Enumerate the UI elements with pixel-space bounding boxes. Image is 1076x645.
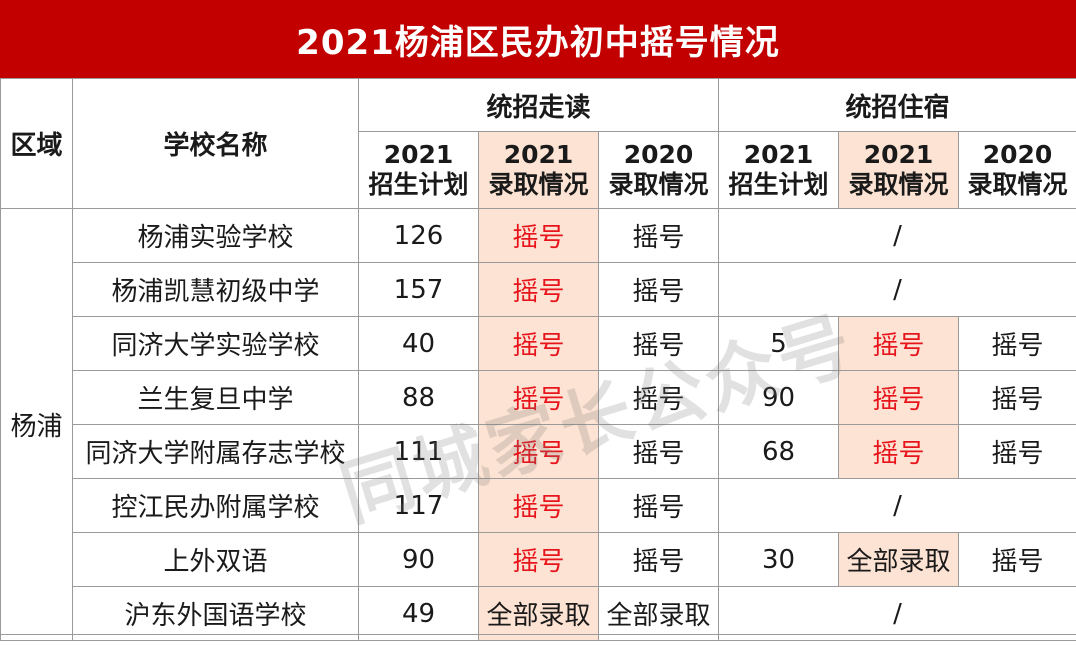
- day-plan: 157: [359, 263, 479, 317]
- board-2020-result: 摇号: [959, 533, 1076, 587]
- board-plan: 68: [719, 425, 839, 479]
- header-label: 招生计划: [719, 170, 838, 200]
- header-group-board: 统招住宿: [719, 79, 1076, 132]
- day-2021-result: 摇号: [479, 371, 599, 425]
- table-row: 杨浦凯慧初级中学 157 摇号 摇号 /: [1, 263, 1076, 317]
- header-label: 录取情况: [599, 170, 718, 200]
- header-year: 2021: [479, 140, 598, 170]
- header-region: 区域: [1, 79, 73, 209]
- day-2020-result: 摇号: [599, 263, 719, 317]
- table-row: 同济大学实验学校 40 摇号 摇号 5 摇号 摇号: [1, 317, 1076, 371]
- board-2021-result: 摇号: [839, 317, 959, 371]
- header-year: 2021: [359, 140, 478, 170]
- region-cell: 杨浦: [1, 209, 73, 641]
- table-row: 兰生复旦中学 88 摇号 摇号 90 摇号 摇号: [1, 371, 1076, 425]
- board-none: /: [719, 587, 1076, 641]
- day-2020-result: 摇号: [599, 371, 719, 425]
- day-2020-result: 全部录取: [599, 587, 719, 641]
- day-plan: 49: [359, 587, 479, 641]
- header-label: 招生计划: [359, 170, 478, 200]
- board-2021-result: 摇号: [839, 371, 959, 425]
- table-row: 控江民办附属学校 117 摇号 摇号 /: [1, 479, 1076, 533]
- day-2021-result: 摇号: [479, 479, 599, 533]
- board-none: /: [719, 263, 1076, 317]
- table-row: 同济大学附属存志学校 111 摇号 摇号 68 摇号 摇号: [1, 425, 1076, 479]
- board-none: /: [719, 479, 1076, 533]
- school-name: 上外双语: [73, 533, 359, 587]
- table-row: 沪东外国语学校 49 全部录取 全部录取 /: [1, 587, 1076, 641]
- header-school: 学校名称: [73, 79, 359, 209]
- header-year: 2020: [959, 140, 1076, 170]
- header-year: 2021: [719, 140, 838, 170]
- day-2020-result: 摇号: [599, 317, 719, 371]
- table-row: 上外双语 90 摇号 摇号 30 全部录取 摇号: [1, 533, 1076, 587]
- day-plan: 126: [359, 209, 479, 263]
- header-year: 2021: [839, 140, 958, 170]
- header-group-day: 统招走读: [359, 79, 719, 132]
- page-title: 2021杨浦区民办初中摇号情况: [0, 0, 1076, 78]
- board-2020-result: 摇号: [959, 371, 1076, 425]
- day-plan: 90: [359, 533, 479, 587]
- school-name: 同济大学附属存志学校: [73, 425, 359, 479]
- school-name: 杨浦实验学校: [73, 209, 359, 263]
- day-2020-result: 摇号: [599, 479, 719, 533]
- board-2021-result: 摇号: [839, 425, 959, 479]
- school-name: 控江民办附属学校: [73, 479, 359, 533]
- board-plan: 90: [719, 371, 839, 425]
- board-none: /: [719, 209, 1076, 263]
- board-2021-result: 全部录取: [839, 533, 959, 587]
- day-2021-result: 摇号: [479, 209, 599, 263]
- school-name: 同济大学实验学校: [73, 317, 359, 371]
- day-2021-result: 摇号: [479, 425, 599, 479]
- day-2020-result: 摇号: [599, 533, 719, 587]
- day-plan: 117: [359, 479, 479, 533]
- header-label: 录取情况: [479, 170, 598, 200]
- day-plan: 111: [359, 425, 479, 479]
- day-2021-result: 摇号: [479, 317, 599, 371]
- day-plan: 88: [359, 371, 479, 425]
- day-plan: 40: [359, 317, 479, 371]
- table-row: 杨浦 杨浦实验学校 126 摇号 摇号 /: [1, 209, 1076, 263]
- day-2021-result: 摇号: [479, 533, 599, 587]
- school-name: 沪东外国语学校: [73, 587, 359, 641]
- board-2020-result: 摇号: [959, 425, 1076, 479]
- header-year: 2020: [599, 140, 718, 170]
- board-plan: 30: [719, 533, 839, 587]
- board-2020-result: 摇号: [959, 317, 1076, 371]
- day-2021-result: 摇号: [479, 263, 599, 317]
- school-name: 兰生复旦中学: [73, 371, 359, 425]
- board-plan: 5: [719, 317, 839, 371]
- table-footer-edge: [0, 634, 1076, 645]
- day-2020-result: 摇号: [599, 209, 719, 263]
- school-name: 杨浦凯慧初级中学: [73, 263, 359, 317]
- header-label: 录取情况: [959, 170, 1076, 200]
- header-label: 录取情况: [839, 170, 958, 200]
- day-2020-result: 摇号: [599, 425, 719, 479]
- day-2021-result: 全部录取: [479, 587, 599, 641]
